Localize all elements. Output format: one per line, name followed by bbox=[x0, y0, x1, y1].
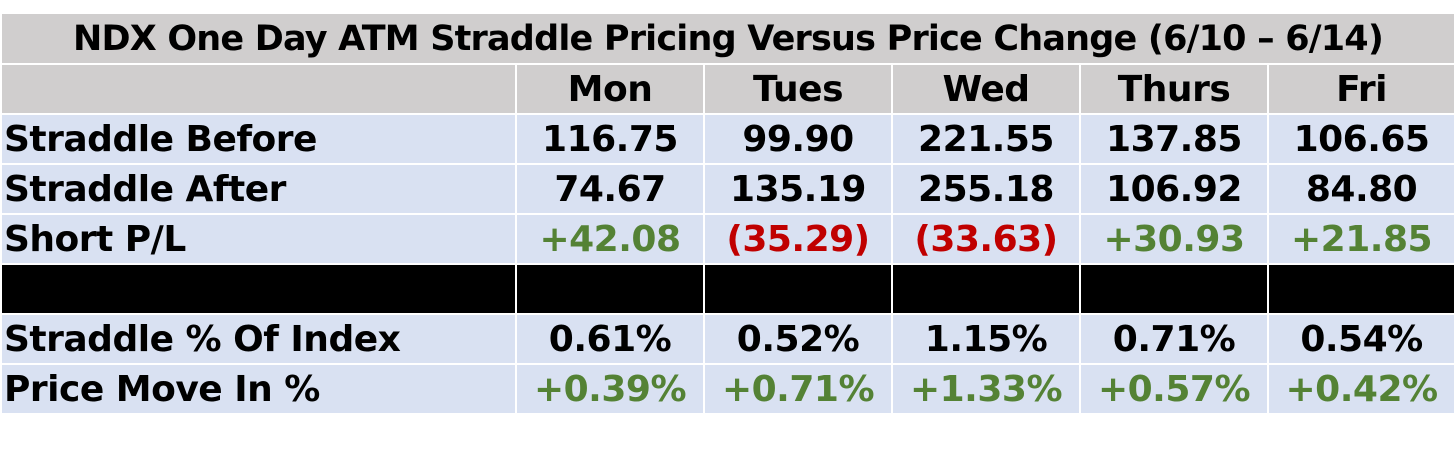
value-cell: 255.18 bbox=[891, 163, 1081, 215]
title-row: NDX One Day ATM Straddle Pricing Versus … bbox=[0, 12, 1456, 65]
separator-cell bbox=[891, 263, 1081, 315]
column-header-fri: Fri bbox=[1266, 63, 1456, 115]
value-cell: 84.80 bbox=[1266, 163, 1456, 215]
value-cell: +1.33% bbox=[891, 363, 1081, 415]
straddle-table: NDX One Day ATM Straddle Pricing Versus … bbox=[0, 12, 1456, 415]
value-cell: 135.19 bbox=[703, 163, 893, 215]
value-cell: +30.93 bbox=[1079, 213, 1269, 265]
row-label: Short P/L bbox=[0, 213, 517, 265]
value-cell: (35.29) bbox=[703, 213, 893, 265]
row-label: Straddle After bbox=[0, 163, 517, 215]
value-cell: 137.85 bbox=[1079, 113, 1269, 165]
value-cell: 0.61% bbox=[515, 313, 705, 365]
table-row: Straddle After 74.67 135.19 255.18 106.92 84.… bbox=[0, 163, 1456, 215]
value-cell: +0.57% bbox=[1079, 363, 1269, 415]
separator-row bbox=[0, 263, 1456, 315]
separator-cell bbox=[703, 263, 893, 315]
value-cell: 1.15% bbox=[891, 313, 1081, 365]
separator-cell bbox=[0, 263, 517, 315]
table-row: Short P/L +42.08 (35.29) (33.63) +30.93 +21.8… bbox=[0, 213, 1456, 265]
column-header-thurs: Thurs bbox=[1079, 63, 1269, 115]
value-cell: +0.71% bbox=[703, 363, 893, 415]
table-row: Straddle % Of Index 0.61% 0.52% 1.15% 0.71% 0… bbox=[0, 313, 1456, 365]
value-cell: 74.67 bbox=[515, 163, 705, 215]
value-cell: 116.75 bbox=[515, 113, 705, 165]
value-cell: +42.08 bbox=[515, 213, 705, 265]
row-label: Straddle Before bbox=[0, 113, 517, 165]
value-cell: (33.63) bbox=[891, 213, 1081, 265]
header-corner-cell bbox=[0, 63, 517, 115]
header-row: Mon Tues Wed Thurs Fri bbox=[0, 63, 1456, 115]
value-cell: +21.85 bbox=[1266, 213, 1456, 265]
separator-cell bbox=[1079, 263, 1269, 315]
value-cell: 0.52% bbox=[703, 313, 893, 365]
value-cell: 0.54% bbox=[1266, 313, 1456, 365]
column-header-tues: Tues bbox=[703, 63, 893, 115]
value-cell: 221.55 bbox=[891, 113, 1081, 165]
table-title: NDX One Day ATM Straddle Pricing Versus … bbox=[0, 12, 1456, 65]
column-header-wed: Wed bbox=[891, 63, 1081, 115]
value-cell: 106.65 bbox=[1266, 113, 1456, 165]
row-label: Price Move In % bbox=[0, 363, 517, 415]
separator-cell bbox=[515, 263, 705, 315]
column-header-mon: Mon bbox=[515, 63, 705, 115]
separator-cell bbox=[1266, 263, 1456, 315]
value-cell: 0.71% bbox=[1079, 313, 1269, 365]
table-row: Price Move In % +0.39% +0.71% +1.33% +0.57% +… bbox=[0, 363, 1456, 415]
value-cell: +0.39% bbox=[515, 363, 705, 415]
value-cell: 99.90 bbox=[703, 113, 893, 165]
value-cell: +0.42% bbox=[1266, 363, 1456, 415]
value-cell: 106.92 bbox=[1079, 163, 1269, 215]
table-row: Straddle Before 116.75 99.90 221.55 137.85 10… bbox=[0, 113, 1456, 165]
row-label: Straddle % Of Index bbox=[0, 313, 517, 365]
